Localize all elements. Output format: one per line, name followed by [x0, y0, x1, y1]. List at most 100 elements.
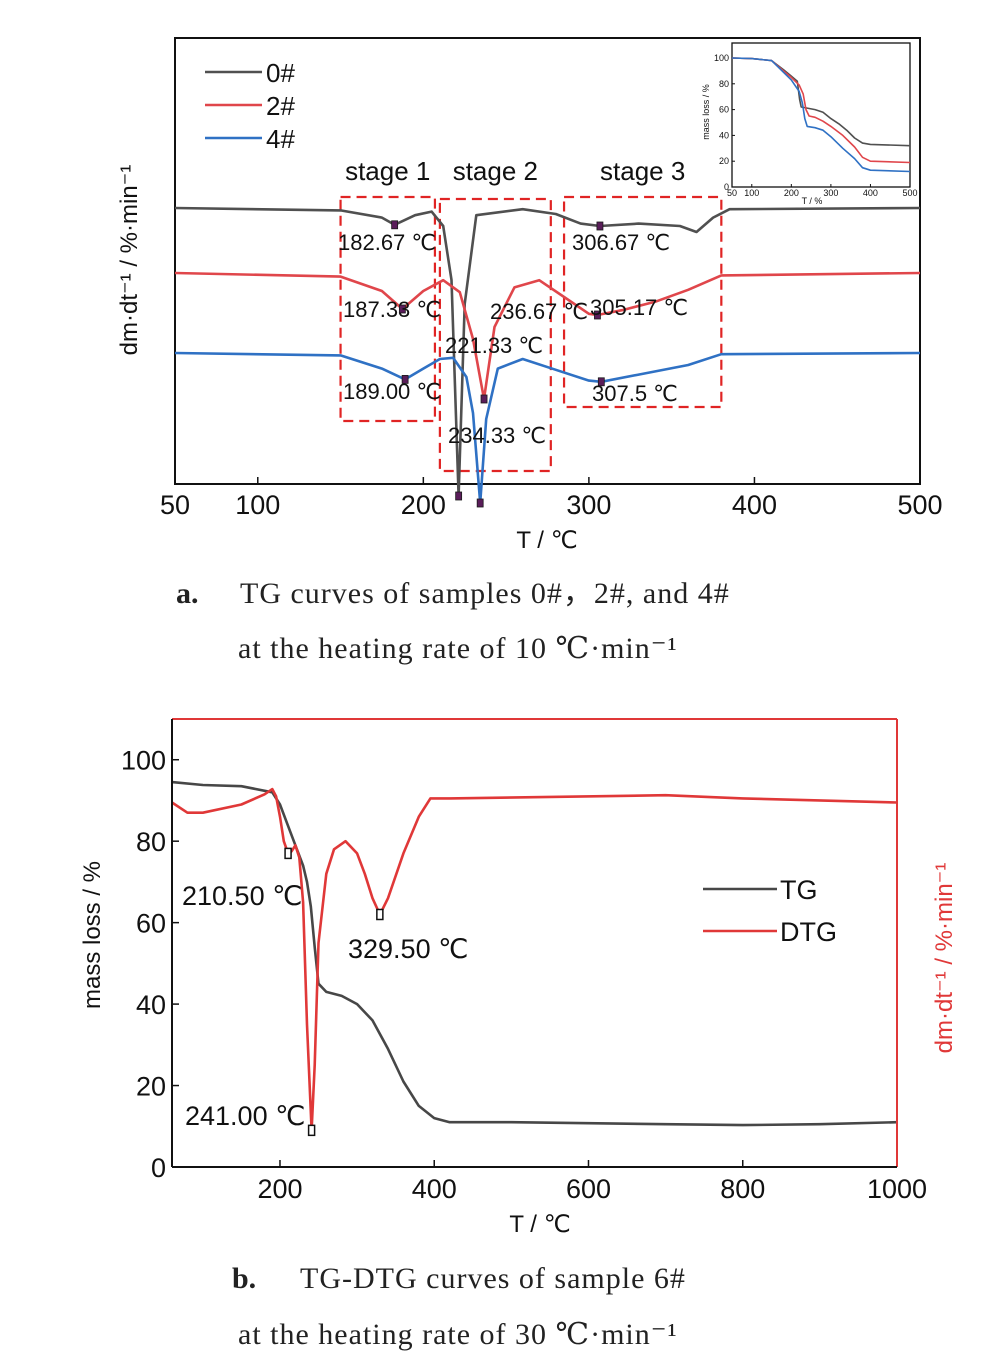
panel-a-plot-frame [174, 37, 921, 485]
panel-b-x-tick-label: 600 [566, 1174, 611, 1204]
peak-marker [597, 377, 605, 387]
panel-b-series [171, 780, 898, 1132]
panel-a-y-axis-label: dm·dt⁻¹ / %·min⁻¹ [116, 165, 143, 356]
panel-b-x-tick-label: 400 [412, 1174, 457, 1204]
inset-x-tick-label: 200 [784, 188, 799, 198]
peak-marker [391, 220, 399, 230]
peak-annotation: 221.33 ℃ [445, 333, 543, 358]
inset-frame [731, 42, 911, 188]
panel-b-y-tick-label: 80 [136, 827, 166, 857]
series-line-dtg [171, 787, 898, 1132]
legend-label: TG [780, 875, 818, 905]
peak-annotation: 329.50 ℃ [348, 934, 468, 964]
inset-x-axis-label: T / % [802, 196, 823, 206]
series-line-0 [174, 206, 921, 498]
peak-annotation: 189.00 ℃ [343, 379, 441, 404]
panel-a-annotations: 182.67 ℃ 221.33 ℃ 306.67 ℃ 187.33 ℃ 236.67 ℃… [338, 230, 688, 448]
peak-annotation: 182.67 ℃ [338, 230, 436, 255]
panel-a-caption-line2: at the heating rate of 10 ℃·min⁻¹ [238, 632, 678, 665]
panel-b-annotations: 210.50 ℃ 241.00 ℃ 329.50 ℃ [182, 881, 468, 1131]
panel-b-y-axis-label: mass loss / % [79, 861, 106, 1009]
peak-annotation: 307.5 ℃ [592, 381, 678, 406]
panel-b-x-tick-label: 800 [720, 1174, 765, 1204]
panel-b-caption-line2: at the heating rate of 30 ℃·min⁻¹ [238, 1318, 678, 1351]
peak-annotation: 187.33 ℃ [343, 297, 441, 322]
panel-a-caption-line1: TG curves of samples 0#，2#, and 4# [240, 577, 730, 610]
peak-annotation: 305.17 ℃ [590, 295, 688, 320]
panel-a-series [174, 206, 921, 505]
stage-box [438, 197, 552, 473]
peak-marker [594, 310, 601, 320]
panel-b-y-tick-label: 40 [136, 990, 166, 1020]
peak-marker [480, 394, 488, 404]
panel-b: 0 20 40 60 80 100 200 400 600 800 1000 210.50 ℃ 24… [79, 718, 958, 1351]
panel-b-x-axis: 200 400 600 800 1000 [257, 1160, 927, 1204]
inset-y-tick-label: 40 [719, 130, 729, 140]
panel-a-stage-boxes: stage 1 stage 2 stage 3 [339, 156, 723, 473]
panel-b-legend: TG DTG [703, 875, 837, 947]
peak-marker [596, 221, 604, 231]
stage-box [562, 195, 723, 409]
panel-a-x-tick-label: 300 [566, 490, 611, 520]
panel-b-y-axis: 0 20 40 60 80 100 [121, 746, 179, 1183]
inset-x-tick-label: 400 [863, 188, 878, 198]
panel-a-x-tick-label: 50 [160, 490, 190, 520]
peak-annotation: 236.67 ℃ [490, 299, 588, 324]
panel-a-x-tick-label: 400 [732, 490, 777, 520]
stage-label: stage 3 [600, 156, 685, 186]
inset-y-tick-label: 100 [714, 53, 729, 63]
inset-y-tick-label: 20 [719, 156, 729, 166]
inset-y-axis-label: mass loss / % [701, 84, 711, 140]
panel-b-caption-letter: b. [232, 1262, 256, 1295]
panel-a-x-tick-label: 200 [401, 490, 446, 520]
panel-a-inset: 50 100 200 300 400 500 0 20 40 60 80 100 mass loss /… [701, 42, 918, 206]
inset-y-tick-label: 0 [724, 182, 729, 192]
panel-b-y-tick-label: 100 [121, 746, 166, 776]
panel-a-x-tick-label: 100 [235, 490, 280, 520]
peak-marker [398, 304, 406, 314]
series-line-2 [174, 271, 921, 401]
panel-a-x-axis: 50 100 200 300 400 500 [160, 477, 943, 520]
panel-a-x-axis-label: T / ℃ [516, 527, 577, 554]
panel-a-caption-letter: a. [176, 577, 199, 610]
peak-marker [401, 374, 409, 384]
peak-marker [284, 847, 292, 860]
peak-marker [307, 1124, 316, 1137]
panel-b-x-tick-label: 200 [257, 1174, 302, 1204]
panel-b-right-y-axis-label: dm·dt⁻¹ / %·min⁻¹ [931, 863, 958, 1054]
inset-x-tick-label: 300 [823, 188, 838, 198]
panel-b-peak-markers [284, 847, 384, 1137]
peak-marker [455, 491, 463, 501]
peak-annotation: 210.50 ℃ [182, 881, 302, 911]
inset-x-tick-label: 100 [744, 188, 759, 198]
peak-marker [376, 908, 384, 921]
panel-b-y-tick-label: 0 [151, 1153, 166, 1183]
panel-a: 50 100 200 300 400 500 T / ℃ dm·dt⁻¹ / %·min⁻… [116, 37, 943, 665]
inset-x-tick-label: 50 [727, 188, 737, 198]
peak-annotation: 234.33 ℃ [448, 423, 546, 448]
inset-x-tick-label: 500 [902, 188, 917, 198]
peak-annotation: 241.00 ℃ [185, 1101, 305, 1131]
series-line-tg [171, 780, 898, 1127]
panel-a-peak-markers [391, 220, 605, 508]
stage-label: stage 1 [345, 156, 430, 186]
inset-series-line-4 [731, 57, 911, 173]
inset-y-tick-label: 60 [719, 105, 729, 115]
panel-b-y-tick-label: 60 [136, 909, 166, 939]
peak-annotation: 306.67 ℃ [572, 230, 670, 255]
legend-label: 0# [266, 58, 295, 88]
panel-b-y-tick-label: 20 [136, 1072, 166, 1102]
panel-a-legend: 0#2#4# [205, 58, 295, 154]
panel-b-x-tick-label: 1000 [867, 1174, 927, 1204]
inset-y-tick-label: 80 [719, 79, 729, 89]
panel-b-x-axis-label: T / ℃ [509, 1211, 570, 1238]
panel-b-caption-line1: TG-DTG curves of sample 6# [300, 1262, 686, 1295]
legend-label: 4# [266, 124, 295, 154]
stage-label: stage 2 [453, 156, 538, 186]
legend-label: 2# [266, 91, 295, 121]
series-line-4 [174, 351, 921, 505]
peak-marker [476, 498, 484, 508]
legend-label: DTG [780, 917, 837, 947]
panel-a-x-tick-label: 500 [897, 490, 942, 520]
